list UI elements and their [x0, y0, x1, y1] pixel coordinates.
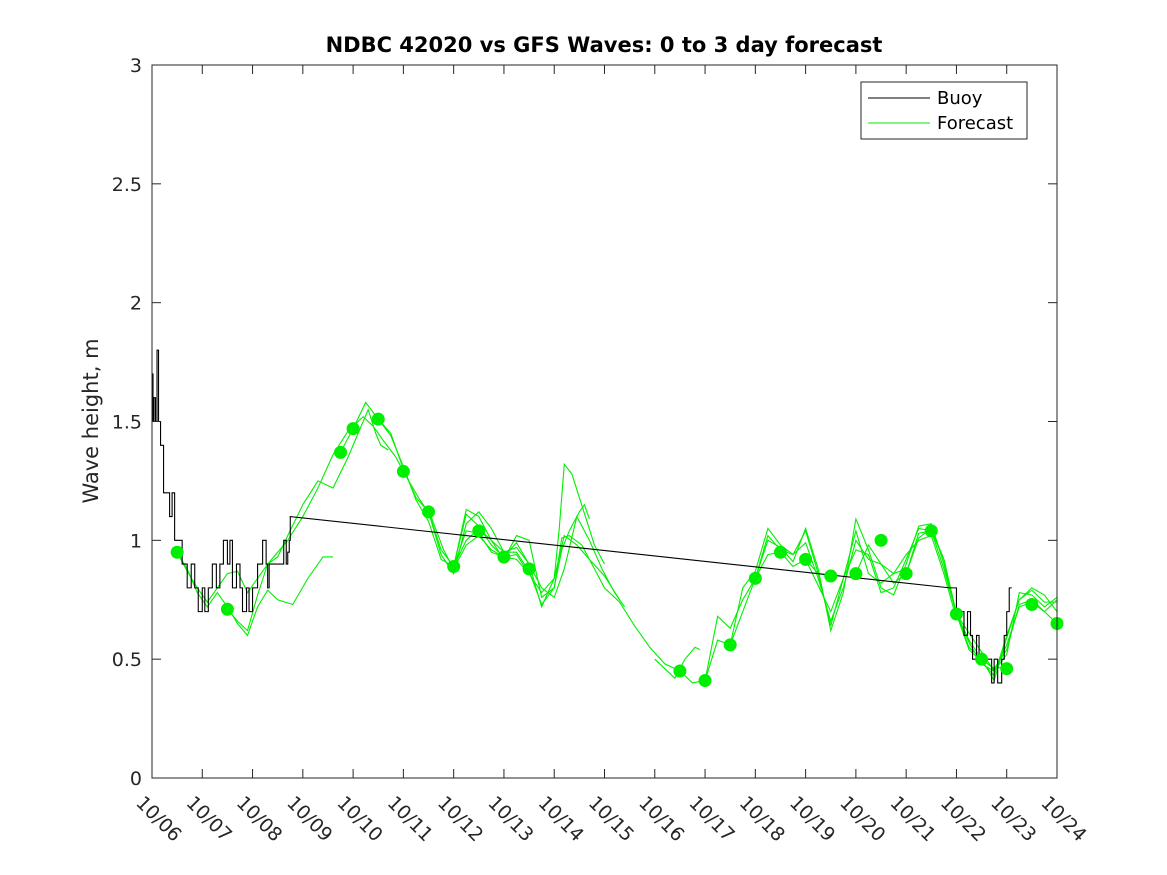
- forecast-marker: [773, 545, 787, 559]
- forecast-marker: [447, 559, 461, 573]
- x-tick-label: 10/20: [835, 792, 889, 846]
- x-tick-labels: 10/0610/0710/0810/0910/1010/1110/1210/13…: [131, 792, 1090, 846]
- forecast-marker: [874, 533, 888, 547]
- x-tick-label: 10/23: [986, 792, 1040, 846]
- x-tick-label: 10/15: [584, 792, 638, 846]
- forecast-marker: [472, 524, 486, 538]
- x-tick-label: 10/06: [131, 792, 185, 846]
- x-tick-label: 10/17: [685, 792, 739, 846]
- y-tick-label: 0: [130, 768, 142, 790]
- forecast-line: [176, 551, 333, 637]
- forecast-marker: [371, 412, 385, 426]
- legend-forecast-label: Forecast: [937, 113, 1013, 134]
- forecast-marker: [698, 674, 712, 688]
- x-tick-label: 10/07: [182, 792, 236, 846]
- forecast-line: [955, 591, 1058, 673]
- legend-buoy-label: Buoy: [937, 88, 983, 109]
- forecast-marker: [824, 569, 838, 583]
- x-tick-label: 10/10: [333, 792, 387, 846]
- x-tick-label: 10/14: [534, 792, 588, 846]
- forecast-marker: [346, 422, 360, 436]
- plot-background: [152, 65, 1057, 778]
- forecast-marker: [949, 607, 963, 621]
- x-tick-label: 10/12: [433, 792, 487, 846]
- x-tick-label: 10/21: [886, 792, 940, 846]
- forecast-marker: [396, 464, 410, 478]
- x-tick-label: 10/19: [785, 792, 839, 846]
- forecast-marker: [334, 445, 348, 459]
- forecast-marker: [497, 550, 511, 564]
- forecast-marker: [924, 524, 938, 538]
- forecast-marker: [723, 638, 737, 652]
- y-tick-label: 3: [130, 55, 142, 77]
- axis-ticks: [151, 64, 1058, 779]
- x-tick-label: 10/22: [936, 792, 990, 846]
- x-tick-label: 10/13: [483, 792, 537, 846]
- x-tick-label: 10/24: [1036, 792, 1090, 846]
- forecast-marker: [975, 652, 989, 666]
- forecast-marker: [899, 567, 913, 581]
- y-tick-label: 0.5: [112, 649, 142, 671]
- y-tick-label: 1: [130, 530, 142, 552]
- y-tick-label: 2: [130, 293, 142, 315]
- forecast-line: [176, 408, 389, 604]
- y-axis-label: Wave height, m: [79, 338, 103, 503]
- y-tick-label: 2.5: [112, 174, 142, 196]
- forecast-marker: [522, 562, 536, 576]
- x-tick-label: 10/18: [735, 792, 789, 846]
- forecast-markers: [170, 412, 1064, 688]
- forecast-marker: [799, 552, 813, 566]
- y-tick-label: 1.5: [112, 412, 142, 434]
- forecast-marker: [748, 571, 762, 585]
- forecast-marker: [422, 505, 436, 519]
- legend: Buoy Forecast: [860, 81, 1028, 140]
- plot-area: [151, 64, 1064, 779]
- x-tick-label: 10/11: [383, 792, 437, 846]
- forecast-marker: [1000, 662, 1014, 676]
- chart-title: NDBC 42020 vs GFS Waves: 0 to 3 day fore…: [326, 33, 883, 57]
- forecast-marker: [170, 545, 184, 559]
- forecast-marker: [220, 602, 234, 616]
- x-tick-label: 10/08: [232, 792, 286, 846]
- x-tick-label: 10/16: [634, 792, 688, 846]
- x-tick-label: 10/09: [282, 792, 336, 846]
- legend-box: [860, 81, 1028, 140]
- forecast-marker: [673, 664, 687, 678]
- y-tick-labels: 0 0.5 1 1.5 2 2.5 3: [112, 55, 142, 790]
- forecast-marker: [849, 567, 863, 581]
- forecast-marker: [1025, 598, 1039, 612]
